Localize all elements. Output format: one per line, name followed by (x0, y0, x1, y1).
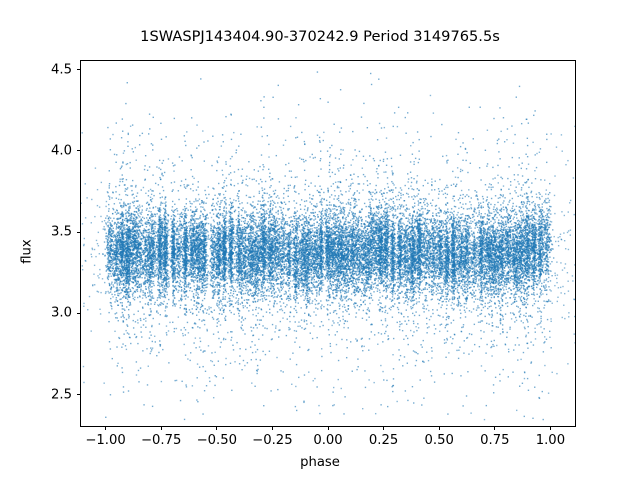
x-tick-mark (271, 426, 273, 431)
x-tick-mark (216, 426, 218, 431)
x-tick-mark (438, 426, 440, 431)
x-tick-label: 1.00 (535, 433, 566, 448)
x-tick-label: −0.25 (252, 433, 293, 448)
x-tick-mark (160, 426, 162, 431)
x-tick-mark (494, 426, 496, 431)
y-tick-label: 4.0 (51, 143, 72, 159)
x-tick-label: −0.50 (196, 433, 237, 448)
x-tick-mark (383, 426, 385, 431)
y-tick-mark (76, 312, 81, 314)
x-tick-mark (549, 426, 551, 431)
y-axis-label: flux (19, 238, 35, 264)
y-tick-mark (76, 231, 81, 233)
x-tick-label: 0.25 (368, 433, 399, 448)
x-tick-label: 0.50 (424, 433, 454, 448)
x-axis-label: phase (300, 455, 340, 470)
y-tick-label: 4.5 (51, 62, 72, 78)
y-tick-mark (76, 394, 81, 396)
x-tick-label: 0.00 (313, 433, 343, 448)
x-tick-mark (105, 426, 107, 431)
y-tick-label: 3.5 (51, 224, 72, 240)
y-tick-mark (76, 150, 81, 152)
plot-title: 1SWASPJ143404.90-370242.9 Period 3149765… (140, 28, 500, 45)
plot-axes (80, 60, 576, 427)
x-tick-mark (327, 426, 329, 431)
y-tick-label: 3.0 (51, 305, 72, 321)
y-tick-mark (76, 69, 81, 71)
x-tick-label: −0.75 (140, 433, 182, 448)
x-tick-label: −1.00 (85, 433, 126, 448)
scatter-plot-canvas (81, 61, 575, 426)
x-tick-label: 0.75 (480, 433, 510, 448)
y-tick-label: 2.5 (51, 387, 72, 403)
